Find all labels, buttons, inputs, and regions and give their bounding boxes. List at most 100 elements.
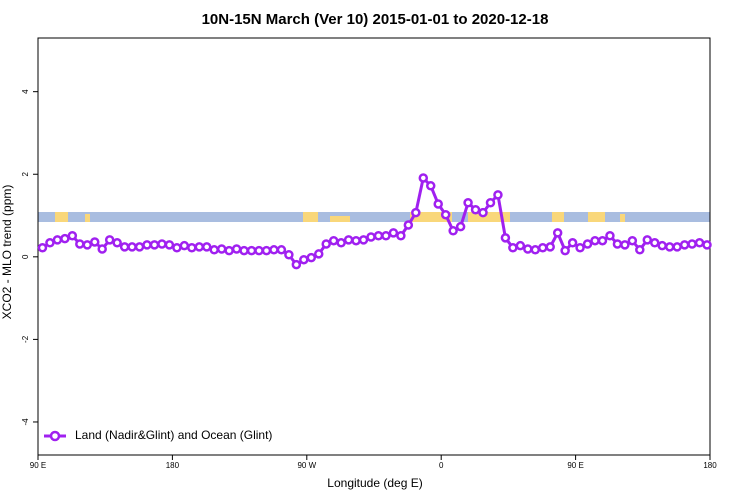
- data-point: [470, 205, 481, 215]
- y-axis-label: XCO2 - MLO trend (ppm): [0, 185, 14, 320]
- data-point: [649, 238, 660, 248]
- data-point: [433, 199, 443, 209]
- data-point: [440, 209, 451, 220]
- data-point: [97, 244, 107, 254]
- x-tick-label: 180: [703, 461, 717, 470]
- x-tick-label: 90 E: [567, 461, 583, 470]
- data-point: [500, 233, 511, 243]
- data-point: [590, 235, 600, 246]
- data-point: [373, 231, 384, 241]
- data-point: [642, 235, 653, 245]
- data-point: [508, 242, 518, 253]
- x-axis-label: Longitude (deg E): [327, 476, 422, 490]
- data-point: [201, 242, 212, 252]
- data-point: [418, 173, 429, 183]
- data-point: [299, 254, 309, 265]
- data-point: [411, 207, 421, 218]
- data-point: [605, 231, 615, 241]
- data-point: [463, 197, 473, 208]
- data-point: [627, 235, 638, 246]
- data-point: [45, 238, 55, 248]
- y-tick-label: -4: [21, 418, 30, 426]
- data-point: [321, 239, 331, 249]
- data-point: [336, 238, 346, 248]
- data-point: [635, 245, 645, 255]
- data-point: [104, 235, 115, 245]
- data-point: [523, 244, 533, 254]
- x-tick-label: 90 E: [30, 461, 46, 470]
- data-point: [254, 245, 264, 256]
- data-point: [246, 245, 257, 256]
- data-point: [209, 245, 219, 255]
- data-point: [530, 245, 541, 255]
- y-tick-label: 0: [21, 254, 30, 259]
- data-point: [485, 197, 496, 208]
- data-point: [672, 242, 682, 252]
- data-point: [545, 242, 555, 252]
- data-point: [388, 228, 399, 238]
- legend-label: Land (Nadir&Glint) and Ocean (Glint): [75, 428, 272, 442]
- data-point: [172, 242, 182, 253]
- data-point: [157, 239, 167, 249]
- data-point: [224, 245, 234, 256]
- data-point: [194, 242, 205, 252]
- data-point: [657, 240, 667, 251]
- data-point: [328, 235, 339, 246]
- data-point: [664, 242, 675, 252]
- x-tick-label: 180: [166, 461, 180, 470]
- data-point: [261, 245, 272, 256]
- x-tick-label: 90 W: [297, 461, 316, 470]
- land-ocean-strip: [38, 212, 710, 222]
- y-tick-label: 2: [21, 171, 30, 176]
- data-point: [552, 228, 563, 238]
- data-point: [164, 240, 175, 250]
- data-point: [134, 242, 145, 252]
- data-point: [52, 235, 63, 245]
- data-point: [343, 235, 354, 245]
- data-point: [82, 240, 93, 250]
- data-point: [358, 235, 369, 245]
- data-point: [582, 239, 593, 249]
- data-point: [269, 245, 279, 255]
- data-point: [127, 242, 137, 252]
- data-point: [89, 237, 100, 247]
- data-point: [425, 181, 436, 191]
- data-point: [119, 242, 130, 252]
- data-point: [560, 245, 570, 256]
- data-point: [284, 250, 294, 260]
- data-point: [149, 240, 160, 250]
- data-point: [306, 252, 317, 263]
- data-point: [493, 190, 503, 200]
- chart-title: 10N-15N March (Ver 10) 2015-01-01 to 202…: [202, 11, 549, 28]
- data-point: [351, 235, 361, 246]
- data-point: [216, 244, 227, 254]
- data-point: [112, 238, 122, 248]
- data-point: [612, 239, 623, 249]
- data-point: [620, 240, 630, 250]
- y-tick-label: 4: [21, 89, 30, 94]
- data-point: [381, 231, 391, 241]
- data-point: [231, 244, 242, 254]
- data-point: [276, 245, 287, 255]
- data-point: [515, 240, 526, 251]
- data-point: [679, 240, 690, 250]
- legend-marker: [49, 430, 61, 442]
- data-point: [694, 238, 705, 248]
- data-point: [455, 221, 466, 232]
- data-point: [37, 242, 48, 253]
- data-point: [179, 240, 190, 251]
- y-tick-label: -2: [21, 335, 30, 343]
- data-point: [291, 259, 302, 270]
- data-point: [366, 232, 376, 242]
- data-point: [396, 231, 406, 241]
- data-point: [403, 220, 414, 230]
- data-point: [537, 242, 548, 253]
- data-point: [60, 233, 70, 244]
- data-point: [187, 242, 197, 253]
- x-tick-label: 0: [439, 461, 444, 470]
- data-point: [478, 207, 488, 218]
- data-point: [67, 231, 78, 241]
- data-point: [239, 245, 249, 256]
- data-point: [313, 249, 324, 259]
